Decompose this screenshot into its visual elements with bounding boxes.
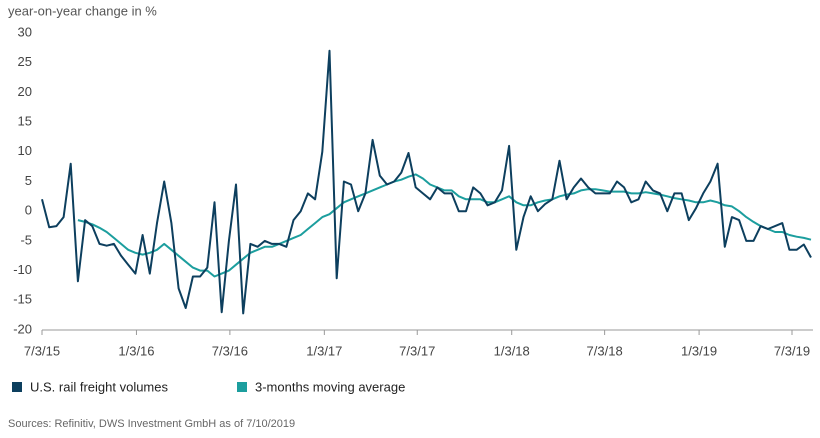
y-tick-label: -5 [20,232,32,247]
y-tick-label: 25 [18,54,32,69]
legend-label: U.S. rail freight volumes [30,379,168,394]
legend-swatch [12,382,22,392]
x-tick-label: 7/3/16 [212,343,248,358]
x-tick-label: 1/3/18 [494,343,530,358]
source-note: Sources: Refinitiv, DWS Investment GmbH … [8,418,295,430]
y-tick-label: 30 [18,24,32,39]
y-tick-label: -20 [13,321,32,336]
y-tick-label: 20 [18,84,32,99]
y-tick-label: -15 [13,292,32,307]
x-tick-label: 7/3/18 [587,343,623,358]
y-tick-label: 0 [25,203,32,218]
y-axis-label: year-on-year change in % [8,3,157,18]
x-tick-label: 1/3/19 [681,343,717,358]
series-line [77,173,812,278]
x-tick-label: 7/3/15 [24,343,60,358]
legend-label: 3-months moving average [255,379,405,394]
y-tick-label: 5 [25,173,32,188]
x-tick-label: 1/3/16 [118,343,154,358]
y-tick-label: -10 [13,262,32,277]
legend-swatch [237,382,247,392]
y-tick-label: 15 [18,114,32,129]
x-tick-label: 7/3/17 [399,343,435,358]
series-line [41,49,812,315]
x-tick-label: 7/3/19 [774,343,810,358]
x-tick-label: 1/3/17 [306,343,342,358]
y-tick-label: 10 [18,143,32,158]
